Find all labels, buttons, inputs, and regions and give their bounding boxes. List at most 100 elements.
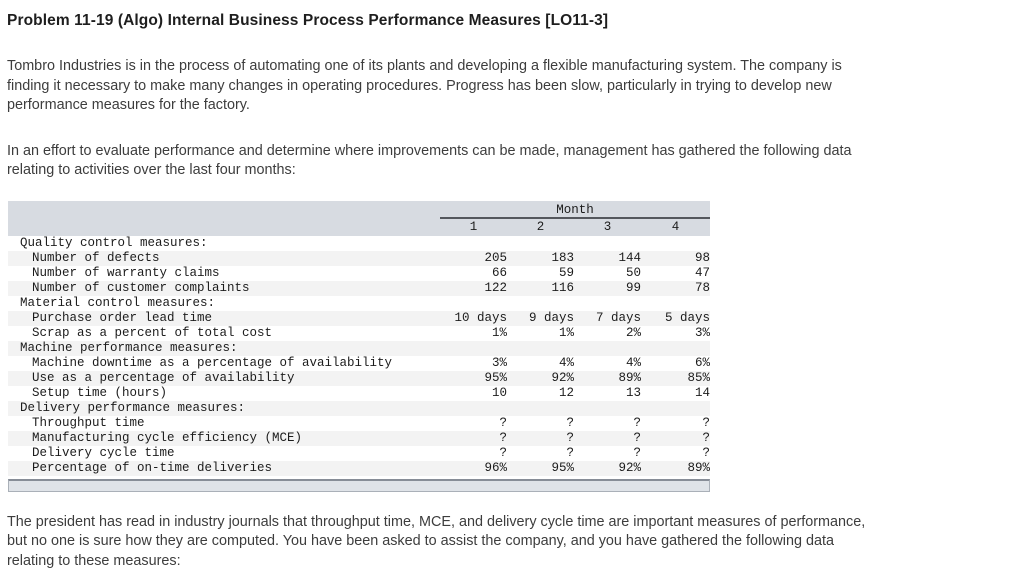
month-value-cell — [574, 236, 641, 251]
month-value-cell — [507, 296, 574, 311]
intro-paragraph-1: Tombro Industries is in the process of a… — [7, 57, 987, 116]
month-value-cell: ? — [574, 416, 641, 431]
month-value-cell — [440, 236, 507, 251]
month-value-cell — [641, 401, 710, 416]
month-value-cell: 47 — [641, 266, 710, 281]
month-value-cell — [507, 341, 574, 356]
row-item-label: Scrap as a percent of total cost — [8, 326, 440, 341]
row-item-label: Number of customer complaints — [8, 281, 440, 296]
month-column-header: 3 — [574, 218, 641, 236]
month-value-cell: 205 — [440, 251, 507, 266]
table-row: Quality control measures: — [8, 236, 710, 251]
intro-paragraph-2: In an effort to evaluate performance and… — [7, 142, 987, 181]
month-value-cell — [641, 236, 710, 251]
table-row: Delivery performance measures: — [8, 401, 710, 416]
row-item-label: Delivery cycle time — [8, 446, 440, 461]
row-section-label: Machine performance measures: — [8, 341, 440, 356]
month-value-cell: ? — [641, 446, 710, 461]
table-row: Manufacturing cycle efficiency (MCE)???? — [8, 431, 710, 446]
month-group-header-row: Month — [8, 201, 710, 218]
row-section-label: Quality control measures: — [8, 236, 440, 251]
month-value-cell: 98 — [641, 251, 710, 266]
month-value-cell — [574, 296, 641, 311]
month-value-cell: 59 — [507, 266, 574, 281]
month-value-cell — [440, 341, 507, 356]
month-value-cell: 92% — [574, 461, 641, 476]
month-value-cell: 5 days — [641, 311, 710, 326]
month-group-header: Month — [440, 201, 710, 218]
table-row: Delivery cycle time???? — [8, 446, 710, 461]
table-row: Machine performance measures: — [8, 341, 710, 356]
problem-title: Problem 11-19 (Algo) Internal Business P… — [7, 12, 1024, 30]
row-label-column-header — [8, 218, 440, 236]
month-value-cell: ? — [574, 431, 641, 446]
month-value-cell: 3% — [641, 326, 710, 341]
table-row: Throughput time???? — [8, 416, 710, 431]
month-value-cell: 66 — [440, 266, 507, 281]
month-value-cell: 144 — [574, 251, 641, 266]
month-value-cell: ? — [641, 416, 710, 431]
month-column-header: 2 — [507, 218, 574, 236]
month-value-cell: 9 days — [507, 311, 574, 326]
month-value-cell: 50 — [574, 266, 641, 281]
month-value-cell: 96% — [440, 461, 507, 476]
month-value-cell — [507, 236, 574, 251]
month-value-cell: 4% — [574, 356, 641, 371]
month-value-cell: ? — [507, 446, 574, 461]
month-value-cell — [641, 341, 710, 356]
row-item-label: Number of defects — [8, 251, 440, 266]
month-value-cell: 85% — [641, 371, 710, 386]
month-value-cell — [440, 401, 507, 416]
month-value-cell: ? — [507, 431, 574, 446]
month-value-cell: 13 — [574, 386, 641, 401]
month-value-cell: 1% — [507, 326, 574, 341]
month-value-cell: 10 days — [440, 311, 507, 326]
row-item-label: Setup time (hours) — [8, 386, 440, 401]
month-value-cell: ? — [440, 446, 507, 461]
month-column-header: 4 — [641, 218, 710, 236]
month-value-cell: 99 — [574, 281, 641, 296]
month-value-cell — [574, 341, 641, 356]
row-section-label: Delivery performance measures: — [8, 401, 440, 416]
month-value-cell: 2% — [574, 326, 641, 341]
row-item-label: Machine downtime as a percentage of avai… — [8, 356, 440, 371]
month-value-cell: ? — [574, 446, 641, 461]
month-value-cell: 92% — [507, 371, 574, 386]
table-row: Material control measures: — [8, 296, 710, 311]
table-row: Machine downtime as a percentage of avai… — [8, 356, 710, 371]
month-value-cell: 14 — [641, 386, 710, 401]
month-value-cell: 89% — [641, 461, 710, 476]
row-item-label: Number of warranty claims — [8, 266, 440, 281]
month-value-cell: 95% — [507, 461, 574, 476]
row-item-label: Manufacturing cycle efficiency (MCE) — [8, 431, 440, 446]
month-value-cell — [574, 401, 641, 416]
horizontal-scrollbar[interactable] — [8, 479, 710, 492]
month-value-cell — [641, 296, 710, 311]
month-value-cell: 122 — [440, 281, 507, 296]
row-item-label: Percentage of on-time deliveries — [8, 461, 440, 476]
horizontal-scrollbar-thumb[interactable] — [9, 481, 709, 491]
month-value-cell: 78 — [641, 281, 710, 296]
row-section-label: Material control measures: — [8, 296, 440, 311]
month-value-cell: 89% — [574, 371, 641, 386]
month-value-cell: 12 — [507, 386, 574, 401]
month-value-cell — [440, 296, 507, 311]
row-item-label: Purchase order lead time — [8, 311, 440, 326]
month-column-header: 1 — [440, 218, 507, 236]
month-value-cell: 116 — [507, 281, 574, 296]
month-value-cell: 4% — [507, 356, 574, 371]
closing-paragraph: The president has read in industry journ… — [7, 513, 987, 571]
month-value-cell: 7 days — [574, 311, 641, 326]
month-value-cell: 3% — [440, 356, 507, 371]
